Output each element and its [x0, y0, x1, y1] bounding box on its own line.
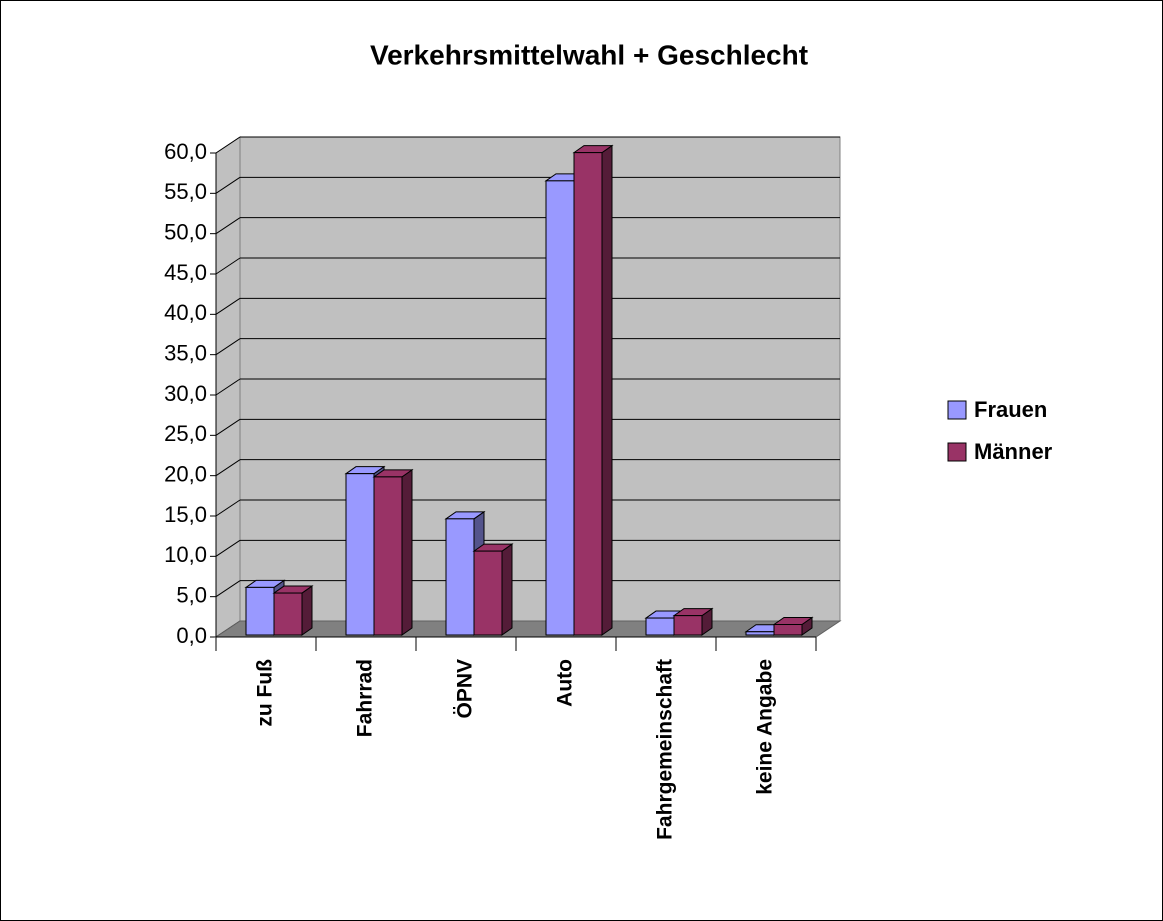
bar [445, 518, 475, 636]
y-tick-label: 10,0 [164, 542, 207, 567]
x-tick-label: keine Angabe [754, 659, 777, 795]
x-tick-label: Fahrrad [354, 659, 377, 737]
y-tick-label: 30,0 [164, 381, 207, 406]
bar [645, 617, 675, 636]
x-tick-label: Fahrgemeinschaft [654, 659, 677, 840]
bar [273, 592, 303, 636]
y-tick-label: 45,0 [164, 260, 207, 285]
x-tick-label: Auto [554, 659, 577, 707]
y-tick-label: 50,0 [164, 219, 207, 244]
bar [573, 152, 603, 636]
bar [345, 473, 375, 636]
bar-side-shade [702, 608, 712, 635]
bar [473, 550, 503, 636]
chart-title: Verkehrsmittelwahl + Geschlecht [370, 39, 808, 70]
grid-line [215, 297, 241, 315]
y-tick-label: 20,0 [164, 461, 207, 486]
grid-line [215, 176, 241, 194]
grid-line [215, 418, 241, 436]
y-tick-label: 35,0 [164, 340, 207, 365]
y-tick-label: 25,0 [164, 421, 207, 446]
legend-swatch [947, 400, 967, 420]
bar [245, 586, 275, 636]
x-tick-label: zu Fuß [254, 659, 277, 727]
y-tick-label: 60,0 [164, 139, 207, 164]
bar-side-shade [502, 544, 512, 635]
bar-side-shade [402, 469, 412, 635]
bar-side-shade [602, 145, 612, 635]
grid-line [215, 378, 241, 396]
grid-line [215, 136, 241, 154]
grid-line [215, 257, 241, 275]
bar-side-shade [302, 586, 312, 635]
legend-label: Frauen [974, 397, 1047, 422]
grid-line [215, 338, 241, 356]
legend-swatch [947, 442, 967, 462]
bar [373, 476, 403, 636]
bar [673, 615, 703, 636]
y-tick-label: 15,0 [164, 502, 207, 527]
legend-label: Männer [974, 439, 1053, 464]
grid-line [215, 539, 241, 557]
x-tick-label: ÖPNV [454, 659, 477, 719]
grid-line [215, 217, 241, 235]
y-tick-label: 5,0 [176, 582, 207, 607]
bar [773, 624, 803, 636]
grid-line [215, 580, 241, 598]
bar [745, 631, 775, 636]
bar [545, 180, 575, 636]
y-tick-label: 40,0 [164, 300, 207, 325]
y-tick-label: 55,0 [164, 179, 207, 204]
y-tick-label: 0,0 [176, 623, 207, 648]
grid-line [215, 459, 241, 477]
grid-line [215, 499, 241, 517]
bar-side-shade [802, 617, 812, 635]
